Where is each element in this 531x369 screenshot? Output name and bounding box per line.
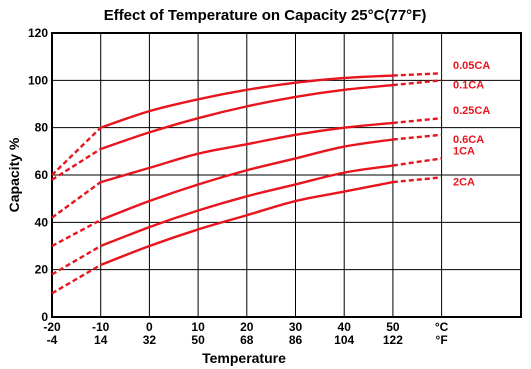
series-label-1CA: 1CA [453, 145, 475, 157]
y-tick-label: 100 [28, 73, 48, 87]
series-dash-low-005CA [51, 126, 102, 176]
y-tick-label: 120 [28, 26, 48, 40]
series-line-1CA [100, 164, 394, 248]
series-dash-low-01CA [51, 147, 102, 181]
series-dash-low-06CA [51, 218, 102, 248]
grid-lines [52, 33, 521, 317]
x-tick-label-celsius: -10 [92, 320, 110, 334]
series-line-005CA [100, 74, 393, 129]
y-axis-ticks: 0 20 40 60 80 100 120 [28, 26, 48, 324]
x-tick-label-celsius: 20 [240, 320, 254, 334]
series-label-01CA: 0.1CA [453, 79, 484, 91]
series-line-06CA [100, 138, 394, 222]
chart-title: Effect of Temperature on Capacity 25°C(7… [104, 7, 427, 24]
series-dash-high-1CA [392, 157, 442, 167]
series-dash-high-2CA [392, 176, 442, 184]
x-tick-label-fahrenheit: 122 [383, 333, 403, 347]
series-dash-low-2CA [51, 263, 102, 295]
series-line-2CA [100, 180, 394, 267]
series-line-01CA [100, 83, 394, 151]
x-tick-label-celsius: 40 [338, 320, 352, 334]
x-tick-label-celsius: 30 [289, 320, 303, 334]
y-tick-label: 60 [35, 168, 49, 182]
series-label-005CA: 0.05CA [453, 60, 490, 72]
series-lines [51, 72, 442, 295]
y-tick-label: 20 [35, 263, 49, 277]
series-dash-high-025CA [392, 117, 442, 125]
x-tick-label-fahrenheit: 32 [143, 333, 157, 347]
series-dash-low-1CA [51, 244, 102, 276]
x-tick-label-celsius: °C [435, 320, 449, 334]
y-tick-label: 80 [35, 121, 49, 135]
series-dash-high-06CA [392, 133, 442, 141]
x-axis-title: Temperature [202, 350, 286, 366]
x-tick-label-fahrenheit: 68 [240, 333, 254, 347]
x-tick-label-celsius: 0 [146, 320, 153, 334]
series-label-06CA: 0.6CA [453, 134, 484, 146]
y-axis-title: Capacity % [6, 137, 22, 212]
series-dash-low-025CA [51, 181, 102, 219]
x-tick-label-fahrenheit: 14 [94, 333, 108, 347]
series-dash-high-01CA [392, 79, 442, 87]
x-tick-label-fahrenheit: 104 [334, 333, 354, 347]
x-tick-label-celsius: 50 [386, 320, 400, 334]
x-tick-label-celsius: -20 [43, 320, 61, 334]
series-label-025CA: 0.25CA [453, 105, 490, 117]
x-tick-label-fahrenheit: -4 [47, 333, 58, 347]
y-tick-label: 40 [35, 215, 49, 229]
y-tick-label: 0 [41, 310, 48, 324]
x-tick-label-fahrenheit: °F [436, 333, 448, 347]
x-tick-label-celsius: 10 [191, 320, 205, 334]
series-line-025CA [100, 121, 394, 184]
x-tick-label-fahrenheit: 86 [289, 333, 303, 347]
series-label-2CA: 2CA [453, 176, 475, 188]
series-dash-high-005CA [392, 72, 442, 77]
x-tick-label-fahrenheit: 50 [191, 333, 205, 347]
